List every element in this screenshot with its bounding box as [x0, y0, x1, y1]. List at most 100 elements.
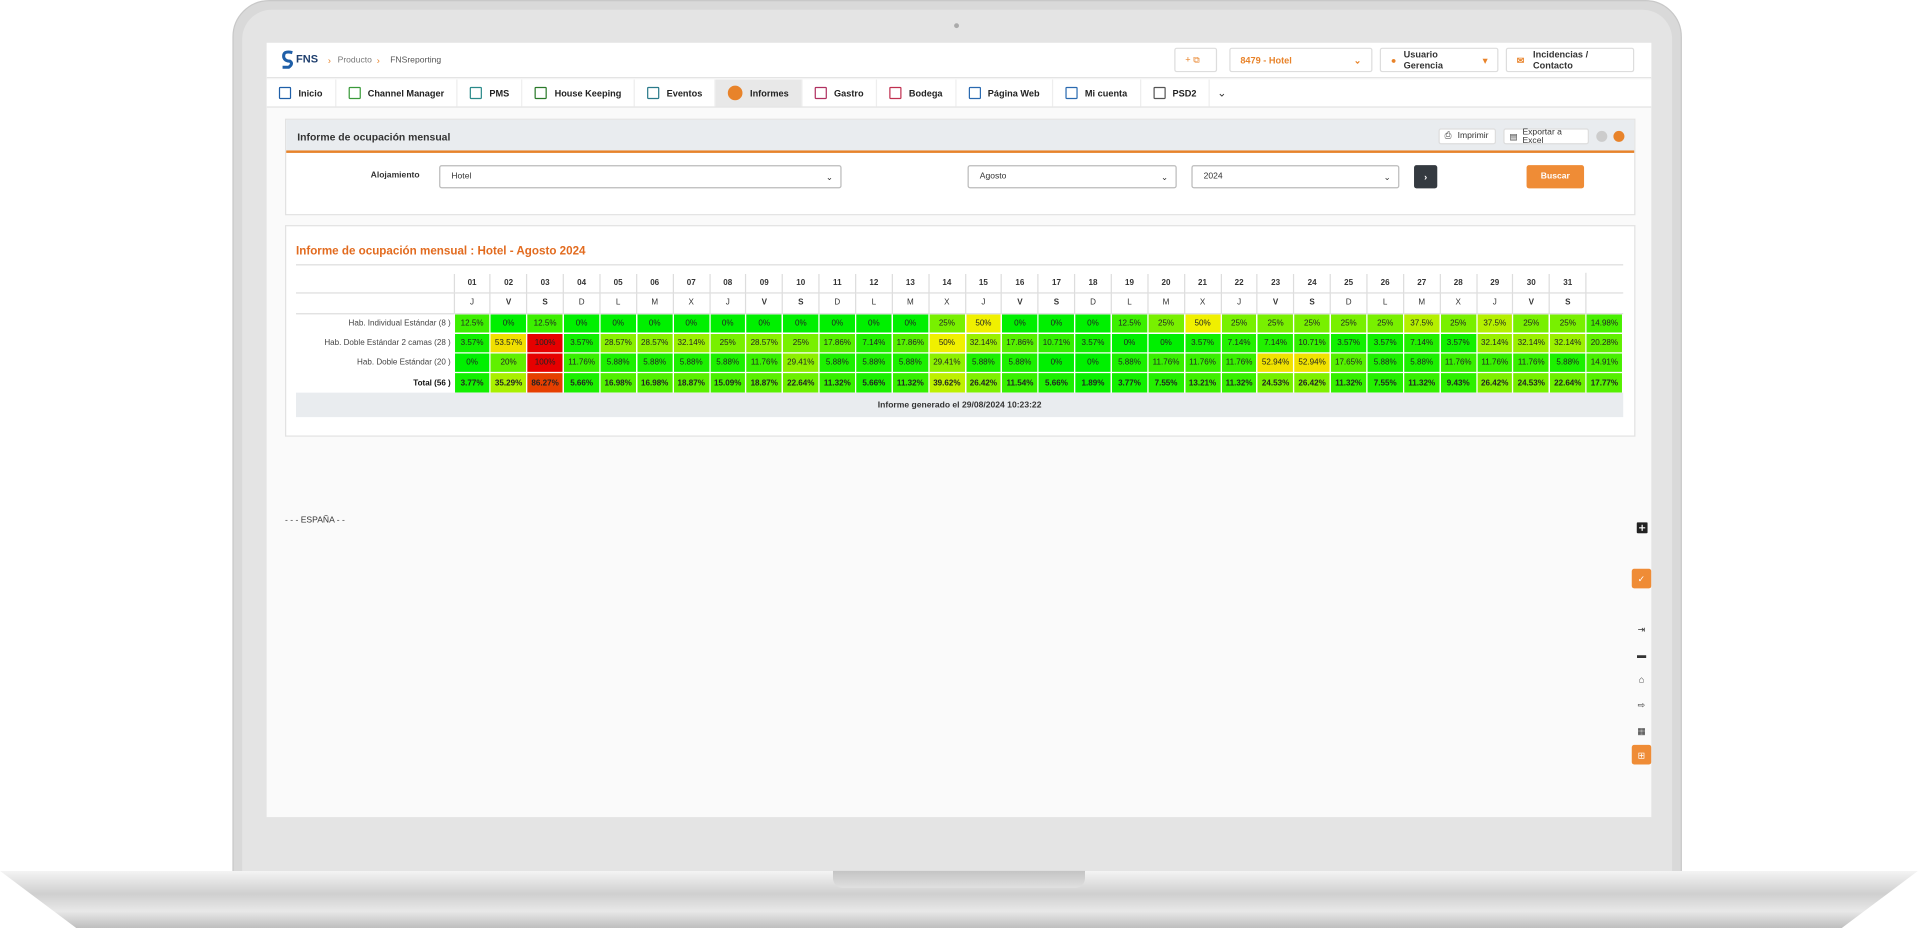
report-panel: Informe de ocupación mensual : Hotel - A…	[285, 225, 1636, 437]
occupancy-cell: 3.57%	[1183, 332, 1222, 354]
occupancy-cell: 26.42%	[964, 372, 1003, 394]
occupancy-cell: 11.32%	[1402, 372, 1441, 394]
occupancy-cell: 0%	[745, 312, 784, 334]
user-menu[interactable]: ● Usuario Gerencia ▾	[1379, 47, 1499, 73]
side-button[interactable]	[1632, 517, 1652, 537]
breadcrumb-item[interactable]: Producto	[337, 56, 372, 65]
occupancy-cell: 0%	[1037, 352, 1076, 374]
nav-label: House Keeping	[554, 87, 622, 99]
occupancy-cell: 32.14%	[1512, 332, 1551, 354]
occupancy-cell: 11.76%	[562, 352, 601, 374]
occupancy-cell: 20.28%	[1585, 332, 1624, 354]
settings-icon[interactable]	[1596, 130, 1608, 142]
nav-item[interactable]: Channel Manager	[336, 79, 458, 107]
print-button[interactable]: ⎙ Imprimir	[1438, 128, 1496, 145]
occupancy-cell: 17.65%	[1329, 352, 1368, 374]
weekday-header: M	[1147, 292, 1185, 314]
side-button[interactable]: ⊞	[1631, 744, 1652, 765]
side-button[interactable]: ✓	[1631, 568, 1652, 589]
search-button[interactable]: Buscar	[1526, 165, 1585, 189]
nav-item[interactable]: Inicio	[267, 79, 336, 107]
nav-item[interactable]: PSD2	[1141, 79, 1210, 107]
occupancy-cell: 52.94%	[1256, 352, 1295, 374]
day-header: 15	[964, 273, 1003, 294]
occupancy-cell: 25%	[1439, 312, 1478, 334]
hotel-select[interactable]: 8479 - Hotel ⌄	[1229, 47, 1373, 73]
nav-item[interactable]: House Keeping	[523, 79, 635, 107]
collapse-icon[interactable]	[1613, 130, 1625, 142]
nav-item[interactable]: Mi cuenta	[1053, 79, 1141, 107]
nav-item[interactable]: PMS	[458, 79, 523, 107]
weekday-header: V	[1001, 292, 1039, 314]
next-button[interactable]: ›	[1414, 165, 1438, 189]
occupancy-cell: 18.87%	[745, 372, 784, 394]
weekday-header: X	[1183, 292, 1222, 314]
occupancy-cell: 20%	[489, 352, 528, 374]
breadcrumb-sep: ›	[376, 55, 380, 67]
occupancy-cell: 50%	[928, 332, 966, 354]
nav-item[interactable]: Bodega	[877, 79, 956, 107]
occupancy-cell: 3.57%	[1366, 332, 1405, 354]
occupancy-cell: 5.88%	[635, 352, 674, 374]
occupancy-cell: 11.32%	[1329, 372, 1368, 394]
data-row: Hab. Doble Estándar 2 camas (28 ) 3.57% 53…	[296, 332, 1624, 354]
occupancy-cell: 0%	[489, 312, 528, 334]
nav-item[interactable]: Informes	[715, 79, 803, 107]
occupancy-cell: 12.5%	[526, 312, 564, 334]
contact-button[interactable]: ✉ Incidencias / Contacto	[1505, 47, 1635, 73]
occupancy-cell: 28.57%	[599, 332, 638, 354]
occupancy-cell: 12.5%	[453, 312, 491, 334]
weekday-header: X	[672, 292, 711, 314]
nav-item[interactable]: Gastro	[802, 79, 878, 107]
occupancy-cell: 25%	[1512, 312, 1551, 334]
occupancy-cell: 25%	[708, 332, 747, 354]
panel-title: Informe de ocupación mensual	[297, 130, 451, 144]
occupancy-cell: 7.14%	[1256, 332, 1295, 354]
occupancy-cell: 5.88%	[1110, 352, 1149, 374]
day-header: 18	[1074, 273, 1112, 294]
nav-item[interactable]: Eventos	[635, 79, 716, 107]
side-button[interactable]: ⇥	[1637, 623, 1646, 635]
occupancy-cell: 5.88%	[1548, 352, 1587, 374]
year-select[interactable]: 2024 ⌄	[1191, 165, 1400, 189]
nav-item[interactable]: Página Web	[956, 79, 1054, 107]
day-header: 17	[1037, 273, 1076, 294]
weekday-header: M	[635, 292, 674, 314]
occupancy-cell: 11.32%	[891, 372, 930, 394]
occupancy-cell: 0%	[1037, 312, 1076, 334]
occupancy-cell: 25%	[1220, 312, 1258, 334]
occupancy-cell: 11.32%	[1220, 372, 1258, 394]
nav-icon	[968, 86, 981, 100]
occupancy-cell: 3.57%	[1329, 332, 1368, 354]
day-header: 26	[1366, 273, 1405, 294]
export-button[interactable]: ▤ Exportar a Excel	[1503, 128, 1589, 145]
side-button[interactable]: ⇨	[1637, 699, 1646, 711]
nav-icon	[889, 86, 902, 100]
day-header: 11	[818, 273, 857, 294]
occupancy-cell: 17.86%	[818, 332, 857, 354]
nav-label: PMS	[489, 87, 510, 99]
occupancy-cell: 3.57%	[562, 332, 601, 354]
nav-more[interactable]: ⌄	[1217, 86, 1227, 99]
weekday-header: V	[745, 292, 784, 314]
occupancy-cell: 0%	[635, 312, 674, 334]
occupancy-cell: 25%	[781, 332, 820, 354]
occupancy-cell: 32.14%	[672, 332, 711, 354]
breadcrumb-item[interactable]: FNSreporting	[390, 56, 442, 65]
side-button[interactable]: ▬	[1636, 648, 1647, 660]
accommodation-select[interactable]: Hotel ⌄	[439, 165, 842, 189]
add-button[interactable]: + ⧉	[1174, 47, 1218, 73]
occupancy-cell: 1.89%	[1074, 372, 1112, 394]
occupancy-cell: 26.42%	[1475, 372, 1514, 394]
side-button[interactable]: ▦	[1637, 724, 1646, 736]
occupancy-cell: 7.55%	[1147, 372, 1185, 394]
corner-cell	[296, 293, 454, 314]
hotel-select-text: 8479 - Hotel	[1240, 54, 1292, 66]
occupancy-cell: 11.76%	[1475, 352, 1514, 374]
occupancy-cell: 0%	[672, 312, 711, 334]
occupancy-cell: 17.86%	[891, 332, 930, 354]
month-select[interactable]: Agosto ⌄	[967, 165, 1177, 189]
weekday-header: V	[1512, 292, 1551, 314]
nav-bar: Inicio Channel Manager PMS House Keeping Eve…	[266, 79, 1652, 108]
side-button[interactable]: ⌂	[1638, 673, 1645, 685]
